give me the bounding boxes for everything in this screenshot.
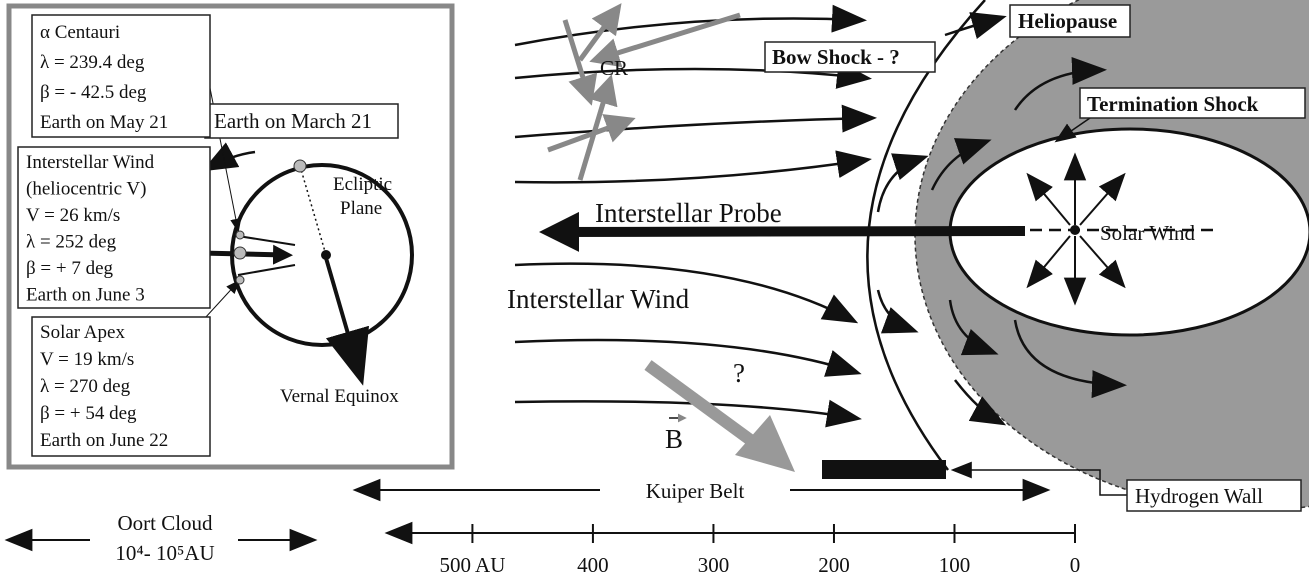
info-line: λ = 270 deg [40,376,131,397]
probe-label: Interstellar Probe [595,198,782,228]
b-label: B [665,424,683,454]
heliopause-box [1009,4,1131,38]
ecliptic-label: Plane [340,198,382,219]
streamlines [514,4,1127,428]
march-label: Earth on March 21 [214,109,372,133]
info-line: Solar Apex [40,322,125,343]
oort-label: Oort Cloud [117,511,213,535]
hydrogen-wall-bar [822,460,946,479]
info-line: (heliocentric V) [26,179,146,200]
scale-label: 0 [1070,553,1081,577]
b-arrow-head [735,415,795,472]
info-line: β = - 42.5 deg [40,82,147,103]
info-line: β = + 7 deg [26,258,114,279]
hydrogen-wall-label: Hydrogen Wall [1135,484,1263,508]
march-box [204,103,399,139]
inset-frame [6,3,455,470]
info-line: V = 19 km/s [40,349,134,370]
dotted-line [299,165,327,256]
heliopause-label: Heliopause [1018,9,1117,33]
solar-wind-rays [1026,152,1126,306]
info-line: Interstellar Wind [26,152,155,173]
ray [237,264,296,276]
termination-box [1079,87,1306,119]
scale-label: 400 [577,553,609,577]
termination-label: Termination Shock [1087,92,1259,116]
kuiper-label: Kuiper Belt [646,479,745,503]
info-line: Earth on June 3 [26,285,145,306]
info-line: Earth on June 22 [40,430,168,451]
scale-label: 200 [818,553,850,577]
hydrogen-wall-pointer [950,461,1127,496]
info-line: α Centauri [40,22,120,43]
apex-box [31,316,211,457]
pointer [204,279,240,319]
scale-label: 100 [939,553,971,577]
bow-shock-label: Bow Shock - ? [772,45,900,69]
equinox-arrow [324,257,370,386]
earth-positions [233,159,307,285]
wind-box [17,146,211,309]
probe-arrow [539,211,1026,252]
oort-range: 10⁴- 10⁵AU [115,541,214,565]
equinox-label: Vernal Equinox [280,386,399,407]
scale-label: 300 [698,553,730,577]
info-line: β = + 54 deg [40,403,137,424]
cr-label: CR [600,56,628,80]
orbit-direction [201,142,256,172]
wind-label: Interstellar Wind [507,284,690,314]
bow-shock-box [764,41,936,73]
ray [237,235,296,246]
hydrogen-wall-box [1126,479,1302,512]
info-line: λ = 239.4 deg [40,52,145,73]
scale-label: 500 AU [439,553,505,577]
inset-sun [321,250,331,260]
info-line: V = 26 km/s [26,205,120,226]
solar-wind-label: Solar Wind [1100,221,1196,245]
sun [1070,225,1080,235]
ecliptic-label: Ecliptic [333,174,392,195]
alpha-box [31,14,211,138]
info-line: λ = 252 deg [26,232,117,253]
question-label: ? [733,358,745,388]
cr-arrows [547,3,741,181]
info-line: Earth on May 21 [40,112,168,133]
b-arrow [644,360,764,452]
